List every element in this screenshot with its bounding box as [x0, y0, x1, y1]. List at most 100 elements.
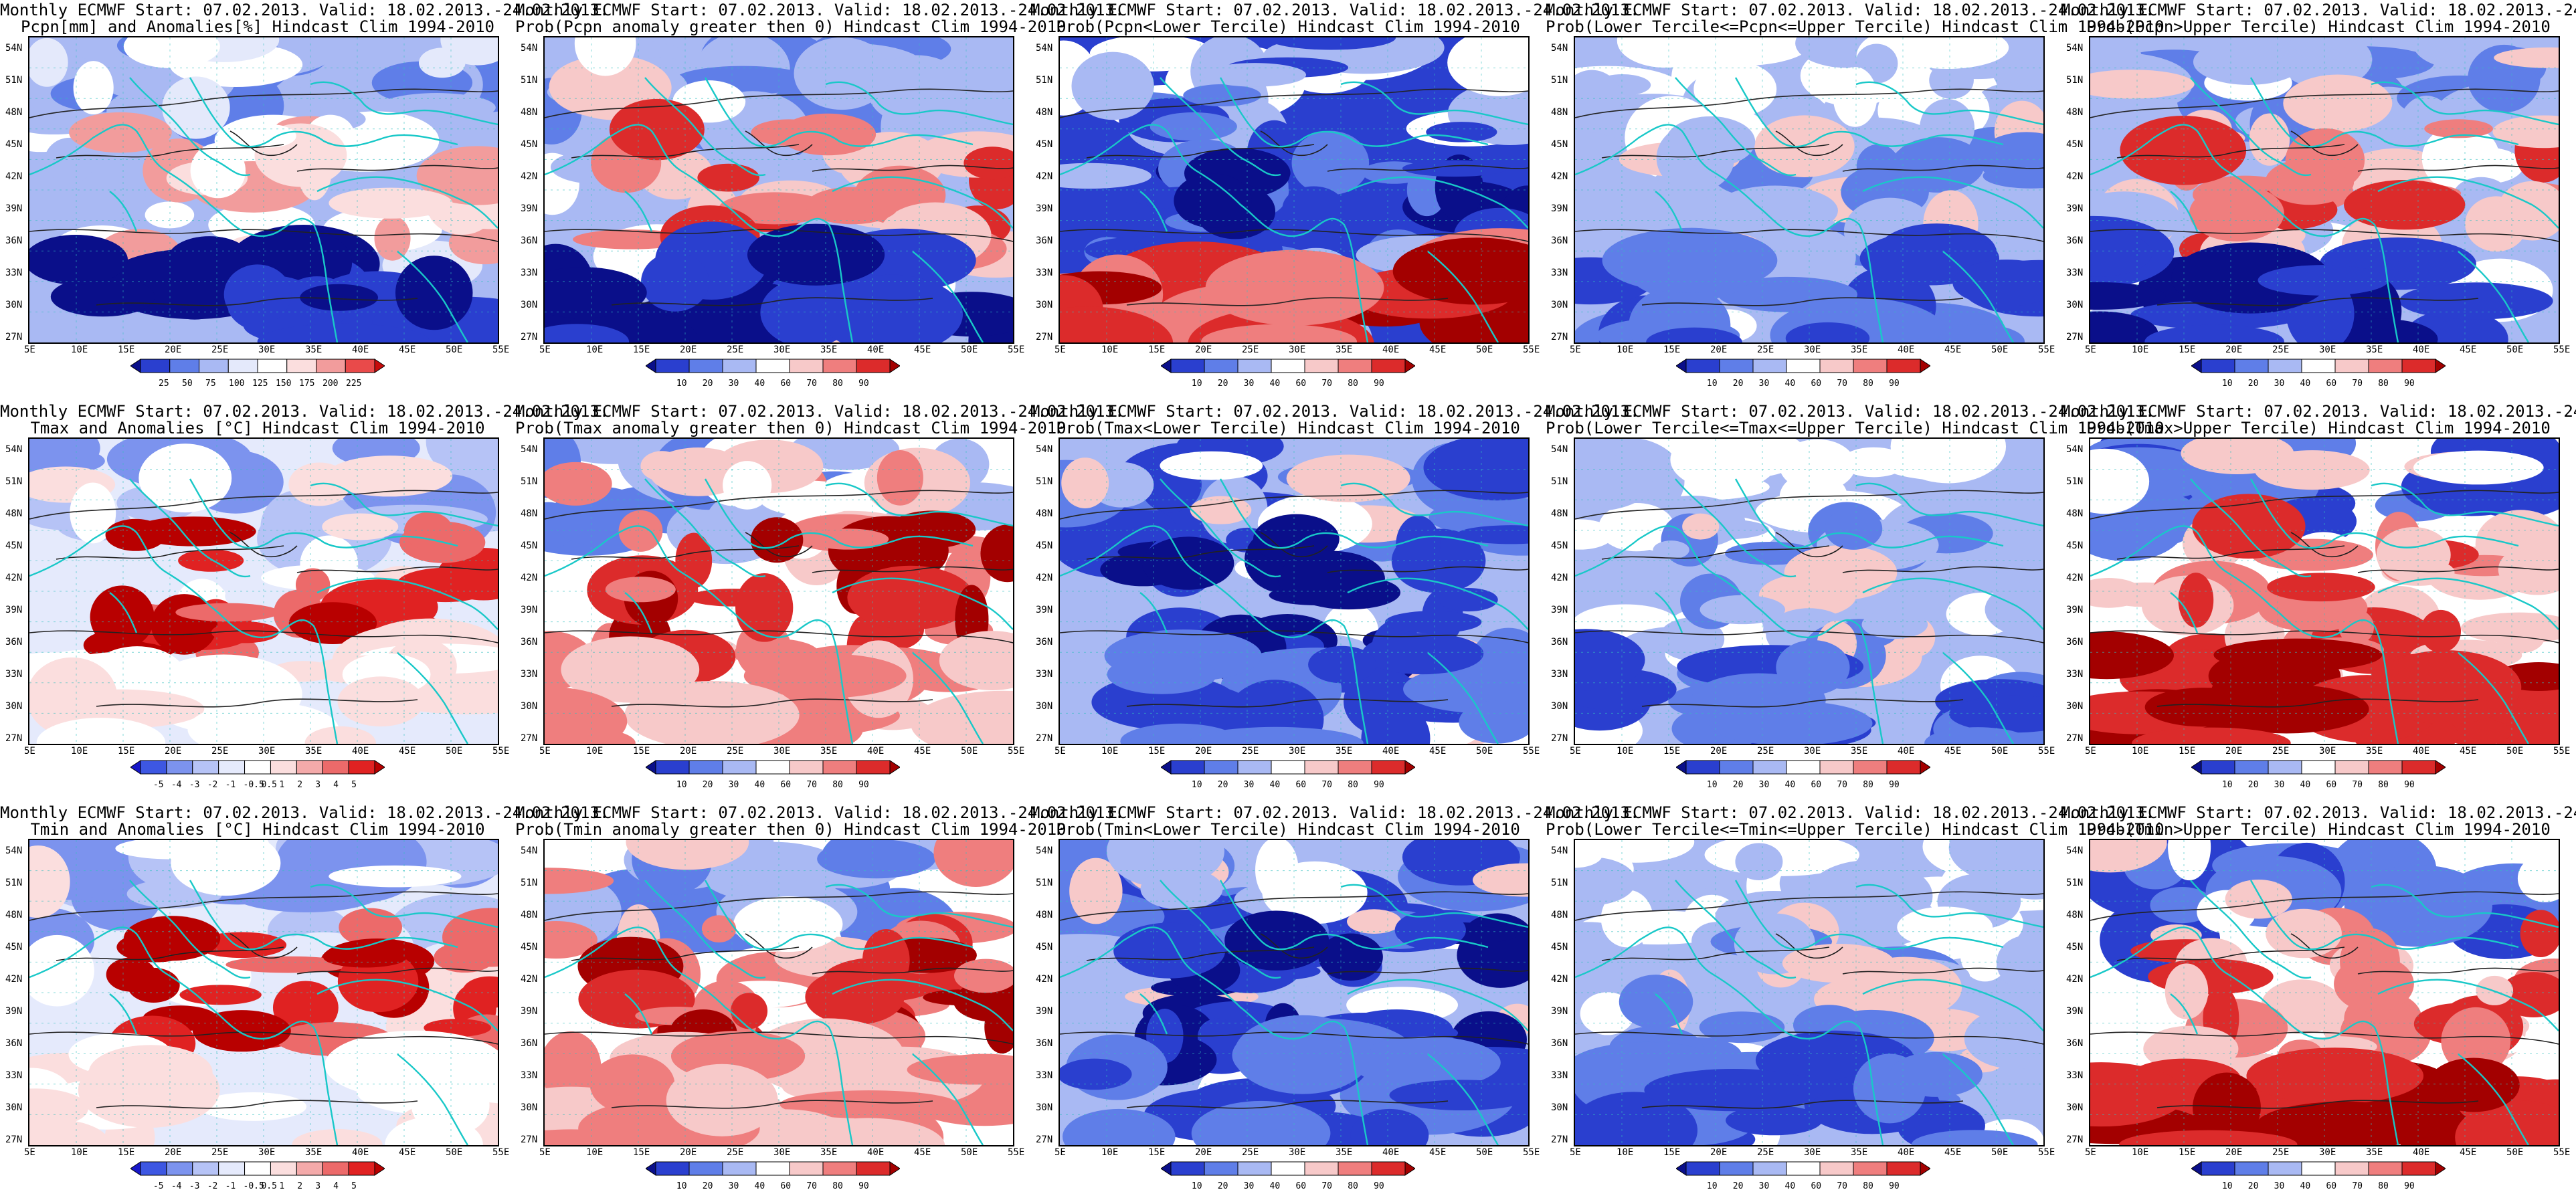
longitude-label: 40E	[867, 1147, 885, 1158]
longitude-label: 40E	[352, 1147, 369, 1158]
longitude-label: 50E	[1476, 344, 1493, 355]
latitude-label: 36N	[2066, 1038, 2084, 1049]
latitude-label: 54N	[5, 444, 23, 455]
latitude-label: 42N	[5, 171, 23, 182]
colorbar-swatch	[1371, 1161, 1406, 1176]
longitude-label: 30E	[2319, 746, 2336, 757]
field-patch	[2178, 573, 2214, 628]
longitude-label: 55E	[1008, 1147, 1025, 1158]
anomaly-field-map	[545, 439, 1013, 744]
latitude-label: 45N	[2066, 540, 2084, 551]
colorbar-swatch	[688, 1161, 723, 1176]
latitude-label: 51N	[2066, 476, 2084, 487]
colorbar-swatch	[1853, 760, 1888, 775]
colorbar-tick-label: 90	[1889, 379, 1900, 389]
longitude-label: 5E	[24, 1147, 35, 1158]
colorbar-swatch	[1853, 1161, 1888, 1176]
anomaly-field-map	[29, 37, 498, 342]
field-patch	[2499, 972, 2559, 1018]
anomaly-field-map	[1575, 840, 2043, 1145]
longitude-label: 5E	[24, 344, 35, 355]
latitude-label: 48N	[1036, 508, 1053, 519]
coastline	[243, 619, 339, 744]
contour-line	[545, 88, 1013, 118]
colorbar-swatch	[2268, 359, 2302, 373]
field-patch	[2090, 631, 2174, 680]
latitude-label: 30N	[521, 300, 538, 310]
colorbar-swatch	[1338, 760, 1372, 775]
field-patch	[1825, 508, 1883, 550]
field-patch	[1782, 943, 1895, 983]
colorbar-tick-label: 30	[728, 379, 739, 389]
latitude-label: 36N	[5, 235, 23, 246]
panel-title-line2: Tmax and Anomalies [°C] Hindcast Clim 19…	[30, 419, 485, 437]
coastline	[29, 525, 244, 634]
coastline	[624, 191, 653, 232]
colorbar-swatch	[1271, 359, 1305, 373]
coastline	[758, 619, 854, 744]
contour-line	[56, 144, 284, 159]
latitude-label: 48N	[1551, 107, 1568, 118]
longitude-label: 20E	[1195, 1147, 1212, 1158]
map-panel: Monthly ECMWF Start: 07.02.2013. Valid: …	[1546, 803, 2165, 1204]
field-patch	[2203, 684, 2369, 734]
colorbar-swatch	[227, 359, 258, 373]
coastline	[2249, 880, 2519, 950]
panel-title-line1: Monthly ECMWF Start: 07.02.2013. Valid: …	[1030, 402, 1640, 421]
longitude-label: 5E	[1570, 1147, 1581, 1158]
longitude-label: 25E	[1757, 1147, 1774, 1158]
field-patch	[175, 603, 280, 622]
field-patch	[1352, 1036, 1501, 1089]
colorbar-tick-label: 3	[315, 780, 321, 790]
anomaly-field-map	[1060, 840, 1528, 1145]
latitude-label: 27N	[2066, 1134, 2084, 1145]
longitude-label: 50E	[446, 1147, 463, 1158]
contour-line	[2090, 490, 2559, 520]
field-patch	[1188, 726, 1364, 744]
colorbar-tick-label: 10	[1706, 780, 1718, 790]
field-patch	[2420, 609, 2462, 653]
colorbar-tick-label: 10	[1191, 1181, 1202, 1191]
contour-line	[812, 566, 1013, 573]
contour-line	[1842, 566, 2043, 573]
colorbar-tick-label: 4	[333, 1181, 339, 1191]
field-patch	[807, 528, 889, 550]
panel-title-line1: Monthly ECMWF Start: 07.02.2013. Valid: …	[515, 402, 1125, 421]
coastline	[1942, 652, 2015, 744]
latitude-label: 54N	[1036, 43, 1053, 54]
contour-line	[571, 545, 800, 560]
map-panel: Monthly ECMWF Start: 07.02.2013. Valid: …	[0, 401, 609, 803]
field-patch	[395, 256, 473, 330]
colorbar-tick-label: 40	[2300, 780, 2311, 790]
field-patch	[1735, 843, 1783, 881]
colorbar-swatch	[1338, 359, 1372, 373]
field-patch	[1286, 454, 1410, 502]
colorbar-swatch	[722, 1161, 757, 1176]
coastline	[1788, 619, 1884, 744]
latitude-label: 48N	[521, 910, 538, 920]
coastline	[832, 176, 1013, 229]
contour-line	[96, 297, 418, 306]
contour-line	[745, 130, 813, 157]
longitude-label: 30E	[258, 344, 276, 355]
colorbar-swatch	[2368, 359, 2403, 373]
contour-line	[229, 532, 298, 558]
longitude-label: 25E	[727, 344, 744, 355]
colorbar-swatch	[270, 1161, 297, 1176]
field-patch	[1708, 701, 1873, 744]
longitude-label: 45E	[1944, 1147, 1962, 1158]
colorbar-swatch	[169, 359, 199, 373]
latitude-label: 36N	[1036, 1038, 1053, 1049]
colorbar-swatch	[789, 760, 824, 775]
colorbar-tick-label: 60	[1295, 379, 1307, 389]
field-patch	[1575, 70, 1623, 133]
colorbar-tick-label: 40	[754, 379, 765, 389]
coastline	[1855, 482, 2043, 527]
latitude-label: 36N	[1551, 235, 1568, 246]
longitude-label: 30E	[1289, 344, 1306, 355]
latitude-label: 54N	[1551, 845, 1568, 856]
latitude-label: 30N	[5, 701, 23, 712]
latitude-label: 42N	[521, 974, 538, 985]
colorbar	[2191, 760, 2446, 775]
latitude-label: 48N	[5, 508, 23, 519]
